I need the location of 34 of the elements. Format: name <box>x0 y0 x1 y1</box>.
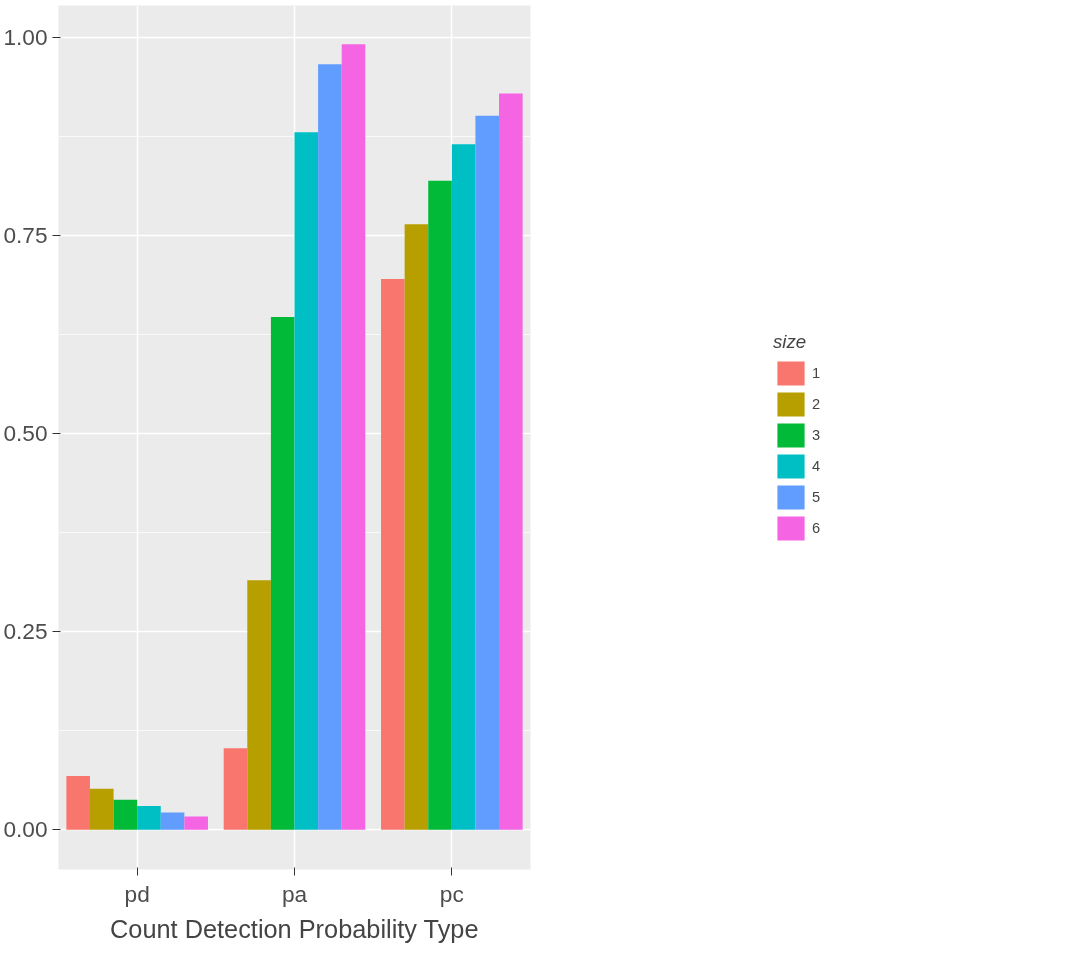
y-tick-label: 1.00 <box>3 23 48 50</box>
bar <box>247 580 271 830</box>
bar <box>428 180 452 830</box>
y-tick-label: 0.75 <box>3 221 48 248</box>
x-tick-label: pd <box>124 880 150 907</box>
x-tick-label: pa <box>281 880 308 907</box>
legend-label: 4 <box>812 458 822 474</box>
bar <box>89 788 114 830</box>
legend-title: size <box>773 331 808 353</box>
x-axis-title: Count Detection Probability Type <box>110 914 479 943</box>
legend-label: 3 <box>812 427 822 443</box>
bar <box>113 799 138 830</box>
bar <box>475 115 500 830</box>
bar <box>381 278 405 830</box>
bar <box>499 93 523 830</box>
y-tick-label: 0.00 <box>3 816 48 843</box>
legend-label: 5 <box>812 489 822 505</box>
legend-label: 1 <box>812 365 822 381</box>
bar <box>451 144 476 830</box>
bar <box>160 812 185 830</box>
bar <box>137 806 161 830</box>
legend-label: 6 <box>812 520 822 536</box>
bar <box>318 64 342 830</box>
bar <box>341 44 366 830</box>
bar <box>184 816 208 830</box>
legend-label: 2 <box>812 396 822 412</box>
bar <box>294 132 319 830</box>
y-tick-label: 0.25 <box>3 618 48 645</box>
bar <box>223 748 248 830</box>
bar <box>66 775 90 830</box>
bar <box>270 317 295 830</box>
bar <box>404 224 429 830</box>
x-tick-label: pc <box>439 880 464 907</box>
y-tick-label: 0.50 <box>3 420 48 447</box>
